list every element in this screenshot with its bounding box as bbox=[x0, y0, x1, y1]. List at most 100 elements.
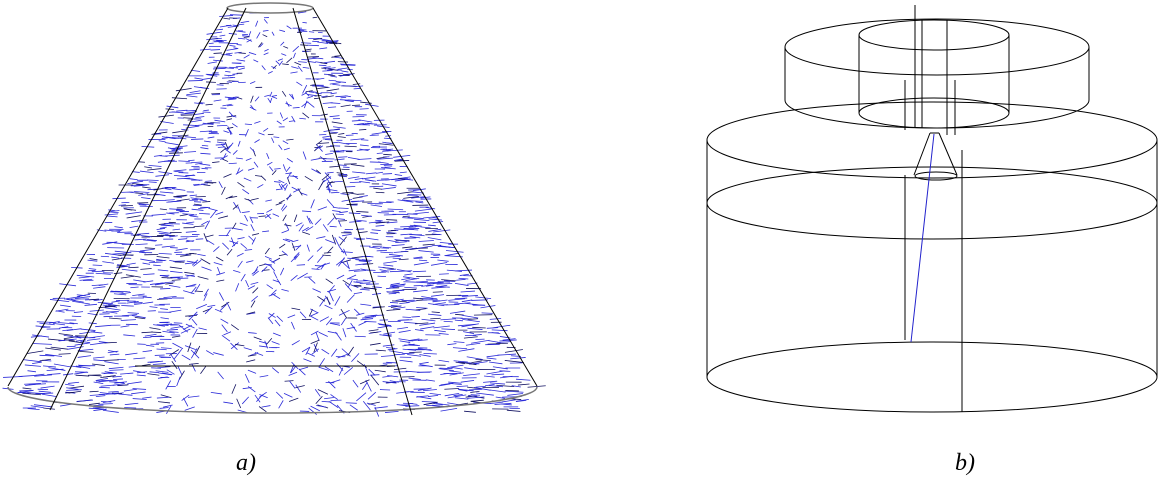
vector bbox=[319, 181, 324, 190]
vector bbox=[420, 227, 430, 228]
vector bbox=[200, 153, 210, 154]
vector bbox=[169, 310, 181, 312]
vector bbox=[121, 205, 133, 206]
vector bbox=[271, 138, 273, 143]
vector bbox=[447, 344, 456, 345]
vector bbox=[311, 406, 320, 411]
vector bbox=[87, 339, 100, 341]
vector bbox=[217, 142, 226, 143]
vector bbox=[251, 96, 254, 103]
vector bbox=[372, 132, 388, 135]
vector bbox=[157, 367, 170, 368]
vector bbox=[416, 309, 427, 310]
vector bbox=[328, 75, 335, 76]
vector bbox=[23, 360, 41, 362]
vector bbox=[501, 404, 512, 405]
vector bbox=[359, 196, 368, 197]
vector bbox=[332, 211, 340, 212]
vector bbox=[302, 22, 306, 23]
vector bbox=[327, 172, 334, 173]
vector bbox=[85, 304, 97, 305]
vector bbox=[272, 32, 274, 36]
vector bbox=[416, 281, 428, 282]
vector bbox=[252, 233, 259, 235]
vector bbox=[90, 259, 98, 260]
vector bbox=[428, 395, 438, 396]
vector bbox=[114, 227, 122, 228]
vector bbox=[132, 315, 146, 317]
vector bbox=[79, 351, 93, 352]
vector bbox=[383, 265, 393, 266]
vector bbox=[510, 357, 525, 358]
vector bbox=[464, 411, 476, 412]
vector bbox=[96, 273, 111, 274]
vector bbox=[339, 176, 347, 177]
vector bbox=[319, 332, 328, 336]
vector bbox=[316, 396, 323, 403]
vector bbox=[162, 246, 175, 247]
vector bbox=[128, 267, 138, 268]
vector bbox=[96, 378, 108, 380]
vector bbox=[189, 169, 199, 170]
vector bbox=[172, 361, 177, 369]
vector bbox=[391, 283, 400, 284]
vector bbox=[149, 165, 162, 166]
vector bbox=[103, 410, 119, 412]
vector bbox=[229, 67, 238, 68]
vector bbox=[211, 50, 220, 51]
vector bbox=[237, 44, 242, 45]
vector bbox=[217, 267, 220, 274]
vector bbox=[28, 409, 40, 410]
vector bbox=[229, 163, 237, 164]
vector bbox=[172, 336, 180, 337]
vector bbox=[359, 261, 371, 262]
vector bbox=[285, 223, 288, 230]
vector bbox=[228, 75, 235, 76]
vector bbox=[327, 247, 333, 253]
vector bbox=[186, 222, 194, 223]
vector bbox=[177, 199, 190, 201]
vector bbox=[185, 315, 197, 316]
vector bbox=[165, 155, 180, 156]
vector bbox=[461, 380, 474, 382]
vector bbox=[111, 301, 119, 302]
vector bbox=[133, 358, 145, 359]
vector bbox=[289, 398, 298, 401]
vector bbox=[311, 331, 319, 335]
vector bbox=[369, 186, 383, 187]
vector bbox=[238, 206, 241, 213]
vector bbox=[200, 148, 208, 149]
vector bbox=[456, 279, 465, 280]
vector bbox=[198, 276, 209, 279]
vector bbox=[302, 232, 310, 234]
vector bbox=[363, 401, 370, 410]
vector bbox=[344, 367, 353, 374]
vector bbox=[378, 267, 391, 268]
vector bbox=[66, 390, 82, 391]
vector bbox=[203, 110, 209, 111]
vector bbox=[240, 223, 248, 225]
vector bbox=[196, 304, 207, 308]
vector bbox=[386, 232, 396, 233]
vector bbox=[311, 340, 320, 344]
vector bbox=[462, 319, 479, 321]
vector bbox=[301, 43, 311, 44]
vector bbox=[77, 400, 93, 401]
vector bbox=[157, 349, 167, 350]
vector bbox=[307, 96, 313, 98]
vector bbox=[165, 189, 172, 190]
vector bbox=[246, 261, 253, 263]
vector bbox=[471, 400, 484, 401]
vector bbox=[319, 48, 327, 49]
vector bbox=[183, 325, 191, 329]
vector bbox=[263, 35, 268, 37]
vector bbox=[147, 374, 159, 376]
vector bbox=[165, 283, 173, 284]
vector bbox=[394, 251, 407, 252]
vector bbox=[27, 351, 43, 354]
vector bbox=[90, 310, 104, 311]
vector bbox=[518, 384, 530, 385]
vector bbox=[285, 185, 288, 191]
vector bbox=[222, 335, 230, 341]
vector bbox=[259, 346, 267, 347]
